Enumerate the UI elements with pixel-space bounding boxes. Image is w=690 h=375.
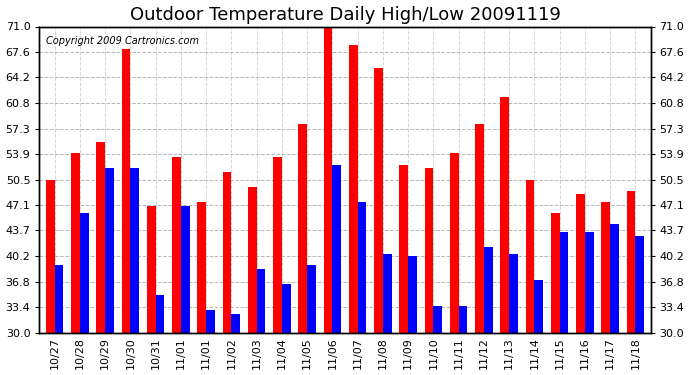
Bar (257, 269, 266, 333)
Bar (298, 123, 307, 333)
Bar (526, 180, 534, 333)
Bar (97, 142, 105, 333)
Bar (374, 68, 383, 333)
Bar (459, 306, 467, 333)
Bar (383, 254, 392, 333)
Bar (206, 310, 215, 333)
Bar (324, 27, 333, 333)
Bar (71, 153, 80, 333)
Bar (55, 266, 63, 333)
Bar (585, 232, 593, 333)
Bar (509, 254, 518, 333)
Bar (627, 191, 635, 333)
Text: Copyright 2009 Cartronics.com: Copyright 2009 Cartronics.com (46, 36, 199, 46)
Bar (46, 180, 55, 333)
Bar (576, 195, 585, 333)
Bar (348, 45, 357, 333)
Bar (130, 168, 139, 333)
Bar (560, 232, 569, 333)
Bar (80, 213, 89, 333)
Bar (601, 202, 610, 333)
Bar (105, 168, 114, 333)
Bar (400, 165, 408, 333)
Bar (197, 202, 206, 333)
Bar (424, 168, 433, 333)
Bar (333, 165, 342, 333)
Bar (121, 49, 130, 333)
Bar (484, 247, 493, 333)
Bar (551, 213, 560, 333)
Bar (357, 202, 366, 333)
Bar (181, 206, 190, 333)
Bar (635, 236, 644, 333)
Bar (282, 284, 290, 333)
Bar (273, 157, 282, 333)
Bar (450, 153, 459, 333)
Bar (408, 256, 417, 333)
Bar (248, 187, 257, 333)
Bar (610, 224, 619, 333)
Bar (156, 295, 164, 333)
Bar (223, 172, 231, 333)
Bar (534, 280, 543, 333)
Bar (172, 157, 181, 333)
Bar (433, 306, 442, 333)
Bar (500, 98, 509, 333)
Title: Outdoor Temperature Daily High/Low 20091119: Outdoor Temperature Daily High/Low 20091… (130, 6, 560, 24)
Bar (475, 123, 484, 333)
Bar (307, 266, 316, 333)
Bar (147, 206, 156, 333)
Bar (231, 314, 240, 333)
